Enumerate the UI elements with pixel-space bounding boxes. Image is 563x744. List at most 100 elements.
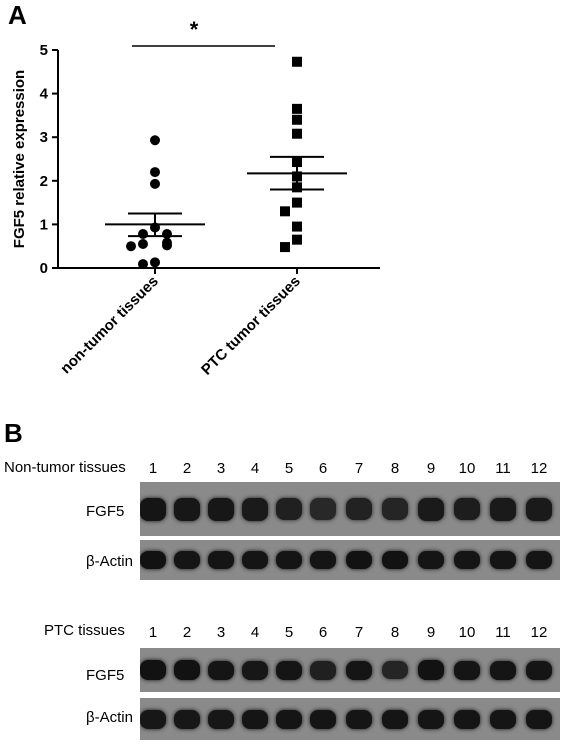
x-tick-label: non-tumor tissues [57,273,162,378]
gel-band [382,710,408,729]
gel-band [242,551,268,569]
gel-band [418,498,444,521]
gel-band [454,661,480,680]
y-tick-label: 3 [40,129,48,146]
lane-number: 4 [250,460,260,477]
lane-number: 10 [458,624,476,641]
gel-band [174,498,200,521]
lane-number: 3 [216,624,226,641]
gel-band [140,710,166,729]
gel-band [276,551,302,569]
PTC-tumor-tissues-point [292,114,302,125]
gel-band [242,498,268,521]
gel-band [418,551,444,569]
lane-number: 6 [318,460,328,477]
panel-a-letter: A [8,0,27,30]
scatter-chart: 0 1 2 3 4 5 FGF5 relative expression non-tumor … [11,17,380,379]
lane-number: 5 [284,460,294,477]
gel2-actin-strip [140,698,560,740]
gel-band [174,551,200,569]
y-tick-label: 1 [40,216,48,233]
PTC-tumor-tissues-point [292,56,302,67]
non-tumor-tissues-point [138,239,148,250]
gel2-lane-numbers: 1 2 3 4 5 6 7 8 9 10 11 12 [141,624,561,644]
non-tumor-tissues-point [126,241,136,252]
PTC-tumor-tissues-point [292,128,302,139]
lane-number: 4 [250,624,260,641]
gel-band [490,551,516,569]
gel-band [208,498,234,521]
gel-band [140,498,166,521]
gel-band [276,498,302,520]
gel-band [174,710,200,729]
lane-number: 2 [182,624,192,641]
non-tumor-tissues-point [162,240,172,251]
gel2-header: PTC tissues [44,622,125,639]
lane-number: 10 [458,460,476,477]
lane-number: 7 [354,460,364,477]
gel-band [346,661,372,680]
gel-band [490,710,516,729]
gel-band [310,551,336,569]
non-tumor-tissues-point [150,257,160,268]
gel-band [454,710,480,729]
lane-number: 2 [182,460,192,477]
lane-number: 11 [495,460,511,477]
gel-band [382,661,408,679]
lane-number: 3 [216,460,226,477]
gel-band [140,551,166,569]
gel2-fgf5-label: FGF5 [86,667,125,684]
gel-band [208,710,234,729]
gel-band [346,710,372,729]
gel1-fgf5-label: FGF5 [86,503,125,520]
gel-band [208,661,234,680]
gel-band [526,551,552,569]
lane-number: 6 [318,624,328,641]
panel-b-letter: B [4,418,23,448]
gel-band [242,661,268,680]
lane-number: 9 [426,624,436,641]
gel-band [276,661,302,680]
gel-band [208,551,234,569]
gel1-lane-numbers: 1 2 3 4 5 6 7 8 9 10 11 12 [141,460,561,480]
gel1-actin-strip [140,540,560,580]
gel-band [310,498,336,520]
lane-number: 12 [530,460,548,477]
gel1-header: Non-tumor tissues [4,459,126,476]
gel1-actin-label: β-Actin [86,553,133,570]
gel-band [242,710,268,729]
non-tumor-tissues-point [138,259,148,270]
gel2-fgf5-strip [140,648,560,692]
gel-band [490,661,516,680]
gel-band [454,551,480,569]
lane-number: 8 [390,460,400,477]
non-tumor-tissues-point [150,167,160,178]
significance-star: * [190,17,199,42]
gel1-fgf5-strip [140,482,560,536]
y-tick-label: 0 [40,260,48,277]
PTC-tumor-tissues-point [280,206,290,217]
gel-band [140,660,166,680]
lane-number: 8 [390,624,400,641]
y-axis-label: FGF5 relative expression [11,70,28,248]
gel-band [490,498,516,521]
gel-band [310,710,336,729]
PTC-tumor-tissues-point [292,234,302,245]
non-tumor-tissues-point [138,228,148,239]
y-tick-label: 5 [40,42,48,59]
gel-band [382,498,408,520]
gel-band [526,498,552,521]
gel-band [418,710,444,729]
gel-band [454,498,480,520]
PTC-tumor-tissues-point [292,221,302,232]
gel2-actin-label: β-Actin [86,709,133,726]
lane-number: 12 [530,624,548,641]
gel-band [276,710,302,729]
lane-number: 11 [495,624,511,641]
lane-number: 7 [354,624,364,641]
lane-number: 1 [148,460,158,477]
y-tick-label: 4 [40,86,49,103]
y-tick-label: 2 [40,173,48,190]
gel-band [382,551,408,569]
gel-band [174,660,200,680]
